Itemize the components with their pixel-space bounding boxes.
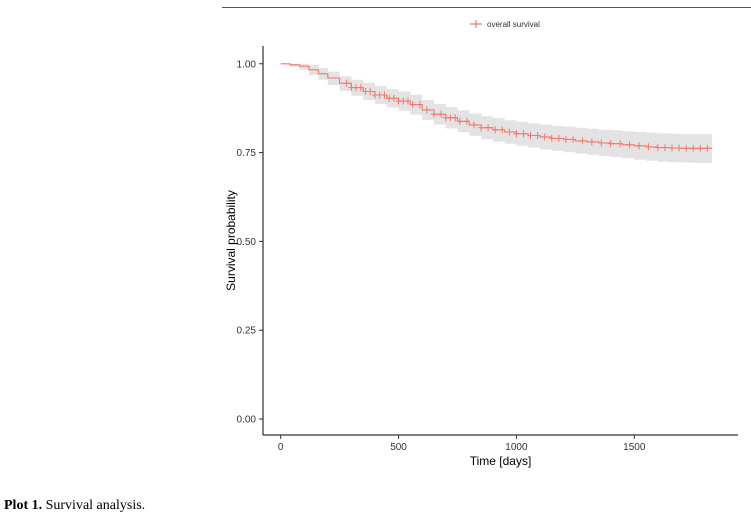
censor-mark bbox=[683, 144, 690, 152]
censor-mark bbox=[527, 132, 534, 140]
censor-mark bbox=[520, 130, 527, 138]
confidence-band-layer bbox=[280, 63, 713, 163]
censor-mark bbox=[343, 79, 350, 87]
censor-mark bbox=[668, 144, 675, 152]
censor-mark bbox=[423, 106, 430, 114]
censor-mark bbox=[506, 128, 513, 136]
censor-mark bbox=[478, 124, 485, 132]
censor-marks-layer bbox=[343, 79, 711, 152]
censor-mark bbox=[661, 144, 668, 152]
censor-mark bbox=[598, 139, 605, 147]
censor-mark bbox=[463, 117, 470, 125]
survival-chart: 0 500 1000 1500 0.00 0.25 0.50 0.75 1.00 overall… bbox=[224, 20, 738, 468]
censor-mark bbox=[562, 135, 569, 143]
figure-caption: Plot 1. Survival analysis. bbox=[4, 498, 145, 514]
confidence-band bbox=[280, 63, 713, 163]
y-tick-label: 1.00 bbox=[237, 59, 257, 70]
censor-mark bbox=[617, 140, 624, 148]
censor-mark bbox=[409, 101, 416, 109]
censor-mark bbox=[485, 124, 492, 132]
x-tick-label: 1000 bbox=[505, 442, 528, 453]
censor-mark bbox=[416, 101, 423, 109]
censor-mark bbox=[635, 142, 642, 150]
censor-mark bbox=[548, 134, 555, 142]
censor-mark bbox=[676, 144, 683, 152]
censor-mark bbox=[534, 132, 541, 140]
censor-mark bbox=[430, 110, 437, 118]
censor-mark bbox=[645, 143, 652, 151]
censor-mark bbox=[404, 97, 411, 105]
x-tick-label: 500 bbox=[390, 442, 407, 453]
censor-mark bbox=[579, 137, 586, 145]
y-tick-label: 0.25 bbox=[237, 326, 257, 337]
censor-mark bbox=[541, 133, 548, 141]
x-axis-title: Time [days] bbox=[470, 454, 532, 468]
y-tick-label: 0.50 bbox=[237, 237, 257, 248]
caption-text: Survival analysis. bbox=[45, 498, 146, 513]
censor-mark bbox=[456, 117, 463, 125]
legend: overall survival bbox=[470, 20, 540, 29]
x-tick-label: 1500 bbox=[623, 442, 646, 453]
censor-mark bbox=[607, 140, 614, 148]
censor-mark bbox=[470, 121, 477, 129]
censor-mark bbox=[499, 126, 506, 134]
censor-mark bbox=[690, 144, 697, 152]
top-divider-line bbox=[222, 7, 751, 8]
y-axis-title: Survival probability bbox=[224, 190, 238, 291]
legend-label: overall survival bbox=[487, 20, 540, 29]
censor-mark bbox=[697, 144, 704, 152]
censor-mark bbox=[367, 87, 374, 95]
censor-mark bbox=[513, 130, 520, 138]
censor-mark bbox=[704, 144, 711, 152]
censor-mark bbox=[654, 144, 661, 152]
axes-layer: 0 500 1000 1500 0.00 0.25 0.50 0.75 1.00 bbox=[237, 46, 738, 453]
censor-mark bbox=[555, 134, 562, 142]
censor-mark bbox=[588, 138, 595, 146]
y-tick-label: 0.00 bbox=[237, 415, 257, 426]
censor-mark bbox=[390, 94, 397, 102]
y-tick-label: 0.75 bbox=[237, 148, 257, 159]
censor-mark bbox=[437, 110, 444, 118]
caption-label: Plot 1. bbox=[4, 498, 43, 513]
censor-mark bbox=[492, 126, 499, 134]
censor-mark bbox=[569, 135, 576, 143]
censor-mark bbox=[357, 84, 364, 92]
censor-mark bbox=[381, 91, 388, 99]
censor-mark bbox=[452, 114, 459, 122]
censor-mark bbox=[626, 141, 633, 149]
x-tick-label: 0 bbox=[278, 442, 284, 453]
